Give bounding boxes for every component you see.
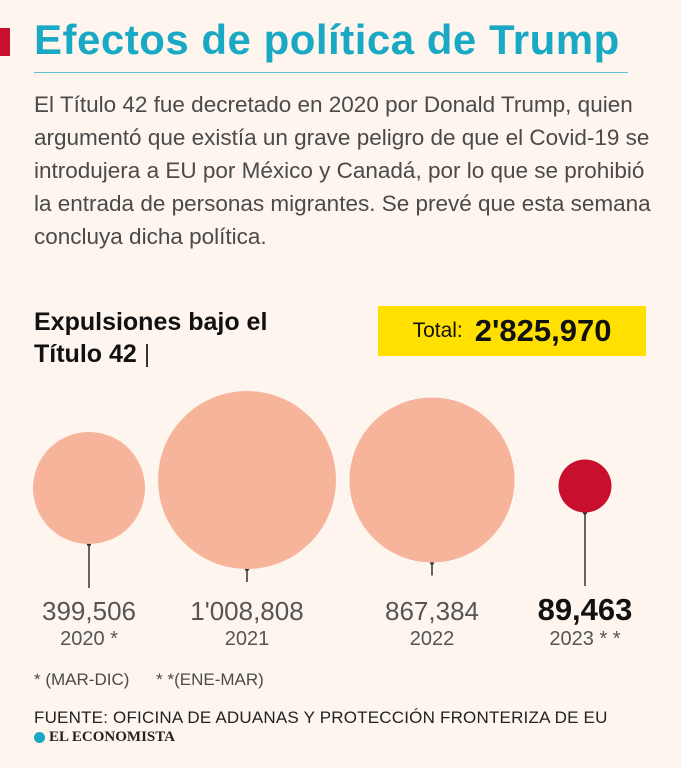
- year-label: 2022: [410, 628, 455, 650]
- title-cursor: |: [143, 340, 151, 368]
- chart-title-text: Expulsiones bajo el Título 42: [34, 308, 268, 368]
- bubble-2022: [349, 397, 515, 563]
- value-label: 1'008,808: [190, 596, 303, 626]
- brand-icon: [34, 732, 45, 743]
- brand-logo: EL ECONOMISTA: [34, 729, 175, 746]
- footnote-2023: * *(ENE-MAR): [156, 670, 264, 689]
- total-value: 2'825,970: [474, 313, 612, 348]
- accent-bar: [0, 28, 10, 56]
- total-badge: Total: 2'825,970: [378, 306, 646, 356]
- bubble-2023: [558, 459, 612, 513]
- chart-title: Expulsiones bajo el Título 42 |: [34, 306, 334, 370]
- bubble-2021: [158, 391, 336, 569]
- title-divider: [34, 72, 628, 73]
- footnotes: * (MAR-DIC) * *(ENE-MAR): [34, 670, 264, 690]
- bubble-2020: [32, 431, 146, 545]
- source-note: FUENTE: OFICINA DE ADUANAS Y PROTECCIÓN …: [34, 708, 608, 727]
- value-label: 89,463: [538, 592, 633, 627]
- page-title: Efectos de política de Trump: [34, 16, 620, 63]
- year-label: 2020 *: [60, 628, 118, 650]
- brand-name: EL ECONOMISTA: [49, 729, 175, 745]
- intro-paragraph: El Título 42 fue decretado en 2020 por D…: [34, 92, 651, 249]
- value-label: 399,506: [42, 596, 136, 626]
- value-label: 867,384: [385, 596, 479, 626]
- year-label: 2023 * *: [549, 628, 620, 650]
- year-label: 2021: [225, 628, 270, 650]
- footnote-2020: * (MAR-DIC): [34, 670, 130, 689]
- total-label: Total:: [412, 319, 463, 342]
